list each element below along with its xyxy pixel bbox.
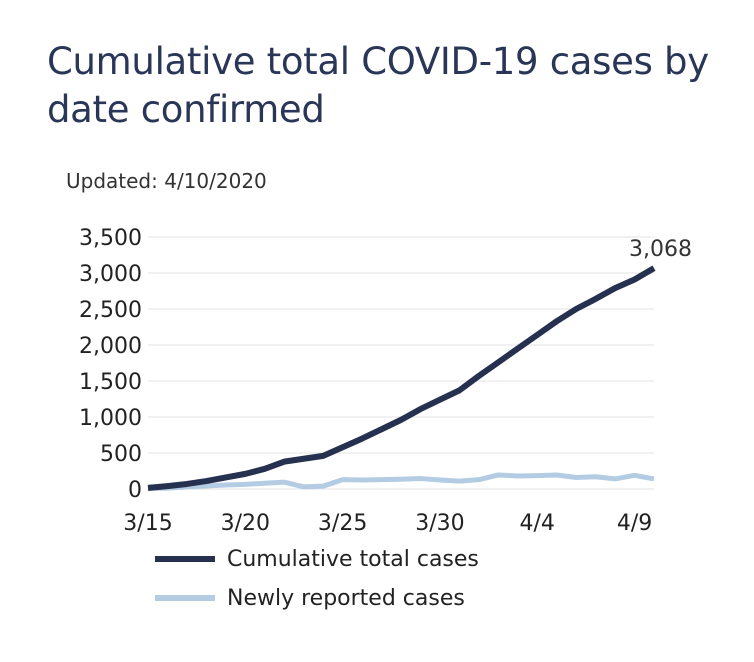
series-line-cumulative <box>147 265 656 491</box>
series-line-new <box>147 472 655 492</box>
gridlines <box>148 236 654 490</box>
x-tick-label: 4/4 <box>520 511 555 536</box>
legend-swatch-new <box>155 595 215 601</box>
y-tick-label: 0 <box>128 478 142 503</box>
chart-title: Cumulative total COVID-19 cases by date … <box>47 40 709 131</box>
x-axis-ticks: 3/15 3/20 3/25 3/30 4/4 4/9 <box>123 511 652 536</box>
y-tick-label: 1,000 <box>79 406 142 431</box>
legend-item-new: Newly reported cases <box>155 583 465 613</box>
x-tick-label: 4/9 <box>617 511 652 536</box>
legend-item-cumulative: Cumulative total cases <box>155 544 479 574</box>
legend-label-cumulative: Cumulative total cases <box>227 546 479 572</box>
y-tick-label: 3,000 <box>79 262 142 287</box>
legend-label-new: Newly reported cases <box>227 585 465 611</box>
x-tick-label: 3/30 <box>415 511 464 536</box>
y-tick-label: 2,500 <box>79 298 142 323</box>
series-lines <box>147 265 656 492</box>
last-value-label: 3,068 <box>629 237 692 262</box>
updated-date: Updated: 4/10/2020 <box>66 169 267 193</box>
x-tick-label: 3/20 <box>221 511 270 536</box>
y-axis-ticks: 0 500 1,000 1,500 2,000 2,500 3,000 3,500 <box>79 226 142 503</box>
y-tick-label: 1,500 <box>79 370 142 395</box>
x-tick-label: 3/25 <box>318 511 367 536</box>
annotations: 3,068 <box>629 237 692 262</box>
legend-swatch-cumulative <box>155 556 215 562</box>
y-tick-label: 500 <box>100 442 142 467</box>
x-tick-label: 3/15 <box>123 511 172 536</box>
y-tick-label: 3,500 <box>79 226 142 251</box>
y-tick-label: 2,000 <box>79 334 142 359</box>
